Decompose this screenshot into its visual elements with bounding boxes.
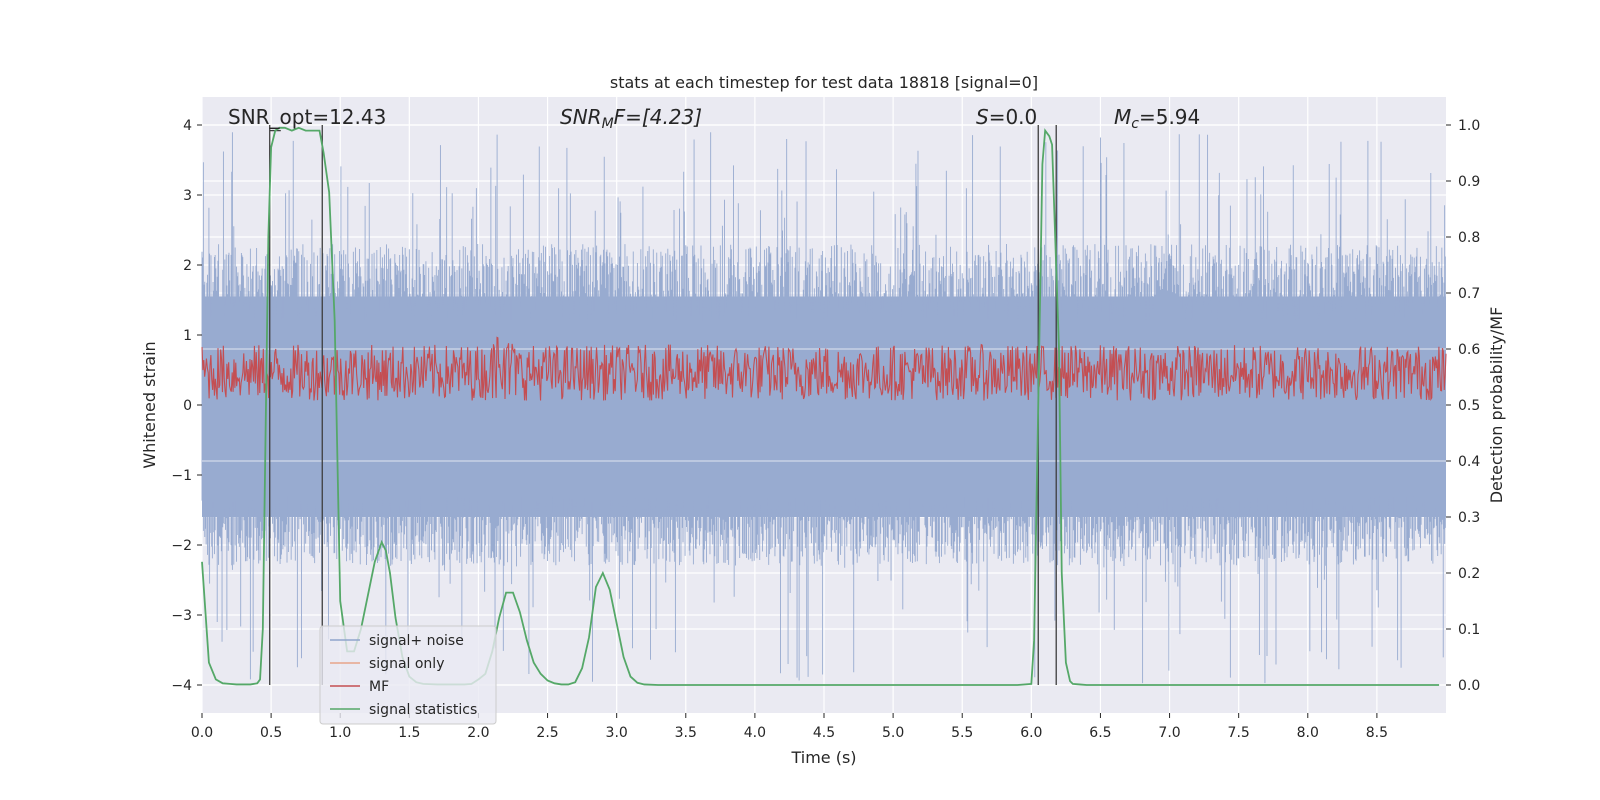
- y-left-axis-ticks: 4 3 2 1 0 −1 −2 −3 −4: [171, 118, 202, 694]
- y-left-tick-label: −4: [171, 678, 192, 694]
- mf-line: [201, 336, 1447, 402]
- legend-label-signal-only: signal only: [369, 656, 444, 672]
- legend: signal+ noise signal only MF signal stat…: [319, 625, 497, 725]
- mf-series: [201, 336, 1447, 402]
- chart-title: stats at each timestep for test data 188…: [610, 73, 1038, 92]
- legend-label-signal-statistics: signal statistics: [369, 702, 477, 718]
- y-left-tick-label: 2: [183, 258, 192, 274]
- x-tick-label: 6.0: [1020, 725, 1042, 741]
- y-right-tick-label: 0.3: [1458, 510, 1480, 526]
- x-tick-label: 5.0: [882, 725, 904, 741]
- x-tick-label: 4.0: [744, 725, 766, 741]
- y-right-tick-label: 0.6: [1458, 342, 1480, 358]
- legend-label-mf: MF: [369, 679, 389, 695]
- x-tick-label: 7.5: [1228, 725, 1250, 741]
- y-left-tick-label: −2: [171, 538, 192, 554]
- legend-label-signal-noise: signal+ noise: [369, 633, 464, 649]
- y-right-tick-label: 0.8: [1458, 230, 1480, 246]
- annotation-snr-mf-sub: M: [602, 116, 614, 132]
- annotation-s-rest: =0.0: [989, 105, 1038, 129]
- signal-noise-series: [201, 132, 1446, 684]
- x-tick-label: 3.5: [675, 725, 697, 741]
- x-tick-label: 0.0: [191, 725, 213, 741]
- annotation-snr-opt: SNR_opt=12.43: [228, 105, 386, 129]
- x-tick-label: 6.5: [1089, 725, 1111, 741]
- x-tick-label: 1.0: [329, 725, 351, 741]
- y-right-axis-label: Detection probability/MF: [1487, 307, 1506, 504]
- x-axis-label: Time (s): [790, 748, 856, 767]
- x-tick-label: 1.5: [398, 725, 420, 741]
- annotation-s: S=0.0: [976, 105, 1037, 129]
- x-tick-label: 8.0: [1297, 725, 1319, 741]
- y-left-tick-label: 0: [183, 398, 192, 414]
- annotation-mc-main: M: [1114, 105, 1131, 129]
- y-left-tick-label: −1: [171, 468, 192, 484]
- y-right-axis-ticks: 1.0 0.9 0.8 0.7 0.6 0.5 0.4 0.3 0.2 0.1 0.0: [1446, 118, 1480, 694]
- x-tick-label: 4.5: [813, 725, 835, 741]
- x-tick-label: 2.5: [536, 725, 558, 741]
- y-left-axis-label: Whitened strain: [140, 341, 159, 468]
- x-tick-label: 3.0: [606, 725, 628, 741]
- x-tick-label: 0.5: [260, 725, 282, 741]
- legend-box: [319, 625, 497, 725]
- signal-statistics-line: [201, 126, 1440, 686]
- y-right-tick-label: 0.0: [1458, 678, 1480, 694]
- x-axis-ticks: 0.0 0.5 1.0 1.5 2.0 2.5 3.0 3.5 4.0 4.5 5.0 5.5 6.0 6…: [191, 713, 1388, 741]
- x-tick-label: 2.0: [467, 725, 489, 741]
- y-right-tick-label: 0.7: [1458, 286, 1480, 302]
- y-right-tick-label: 1.0: [1458, 118, 1480, 134]
- annotation-mc-rest: =5.94: [1139, 105, 1200, 129]
- y-right-tick-label: 0.1: [1458, 622, 1480, 638]
- annotation-snr-mf-rest: F=[4.23]: [614, 105, 702, 129]
- y-right-tick-label: 0.9: [1458, 174, 1480, 190]
- y-right-tick-label: 0.4: [1458, 454, 1480, 470]
- annotation-snr-mf: SNRMF=[4.23]: [560, 105, 702, 132]
- y-left-tick-label: 1: [183, 328, 192, 344]
- annotation-snr-mf-main: SNR: [560, 105, 602, 129]
- y-left-tick-label: −3: [171, 608, 192, 624]
- x-tick-label: 7.0: [1158, 725, 1180, 741]
- y-left-tick-label: 4: [183, 118, 192, 134]
- plot-area: [201, 97, 1447, 713]
- y-left-tick-label: 3: [183, 188, 192, 204]
- x-tick-label: 8.5: [1366, 725, 1388, 741]
- y-right-tick-label: 0.5: [1458, 398, 1480, 414]
- x-tick-label: 5.5: [951, 725, 973, 741]
- annotation-s-main: S: [976, 105, 989, 129]
- y-right-tick-label: 0.2: [1458, 566, 1480, 582]
- annotation-mc: Mc=5.94: [1114, 105, 1200, 132]
- annotation-mc-sub: c: [1131, 116, 1139, 132]
